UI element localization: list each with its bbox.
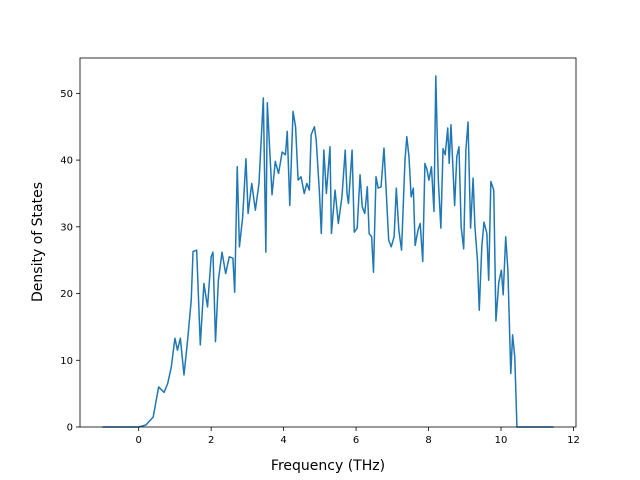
x-tick-label: 2 <box>208 435 214 446</box>
y-axis-label: Density of States <box>30 182 46 302</box>
y-tick-label: 30 <box>60 222 73 233</box>
y-tick-label: 10 <box>60 356 73 367</box>
x-tick-label: 0 <box>136 435 142 446</box>
line-series <box>102 75 554 428</box>
y-tick-label: 50 <box>60 89 73 100</box>
y-tick-label: 20 <box>60 289 73 300</box>
x-tick-label: 12 <box>567 435 580 446</box>
x-axis-label: Frequency (THz) <box>271 458 385 474</box>
y-tick-label: 40 <box>60 156 73 167</box>
plot-frame <box>79 57 577 428</box>
x-tick-label: 10 <box>495 435 508 446</box>
y-tick-label: 0 <box>67 423 73 434</box>
x-tick-label: 8 <box>425 435 431 446</box>
x-tick-label: 6 <box>353 435 359 446</box>
x-tick-label: 4 <box>280 435 286 446</box>
